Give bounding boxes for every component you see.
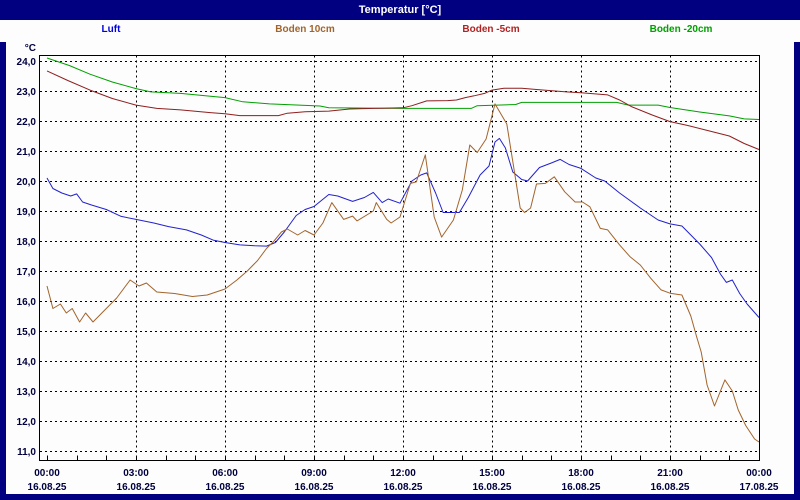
y-tick-label: 23,0 — [17, 87, 37, 98]
x-tick-time-label: 00:00 — [746, 468, 772, 479]
y-tick-label: 20,0 — [17, 177, 37, 188]
y-tick-label: 21,0 — [17, 147, 37, 158]
x-tick-time-label: 09:00 — [301, 468, 327, 479]
x-tick-date-label: 16.08.25 — [295, 482, 334, 493]
x-tick-date-label: 16.08.25 — [28, 482, 67, 493]
y-tick-label: 24,0 — [17, 57, 37, 68]
chart-panel — [6, 42, 794, 494]
legend: Luft Boden 10cm Boden -5cm Boden -20cm — [0, 20, 800, 42]
x-tick-date-label: 16.08.25 — [206, 482, 245, 493]
x-tick-date-label: 16.08.25 — [117, 482, 156, 493]
x-tick-date-label: 16.08.25 — [384, 482, 423, 493]
x-tick-time-label: 06:00 — [212, 468, 238, 479]
x-tick-date-label: 16.08.25 — [651, 482, 690, 493]
y-tick-label: 12,0 — [17, 417, 37, 428]
y-tick-label: 18,0 — [17, 237, 37, 248]
x-tick-time-label: 03:00 — [123, 468, 149, 479]
legend-item-boden-m5cm: Boden -5cm — [462, 24, 520, 35]
legend-item-luft: Luft — [101, 24, 121, 35]
y-tick-label: 15,0 — [17, 327, 37, 338]
x-tick-date-label: 16.08.25 — [473, 482, 512, 493]
y-tick-label: 16,0 — [17, 297, 37, 308]
y-tick-label: 22,0 — [17, 117, 37, 128]
legend-item-boden-10cm: Boden 10cm — [275, 24, 335, 35]
x-tick-date-label: 16.08.25 — [562, 482, 601, 493]
y-tick-label: 14,0 — [17, 357, 37, 368]
y-tick-label: 17,0 — [17, 267, 37, 278]
y-tick-label: 11,0 — [17, 447, 36, 458]
y-tick-label: 19,0 — [17, 207, 37, 218]
x-tick-time-label: 00:00 — [34, 468, 60, 479]
y-tick-label: 13,0 — [17, 387, 37, 398]
series-line-boden-5cm — [46, 70, 760, 150]
chart-title: Temperatur [°C] — [358, 4, 442, 16]
title-bar: Temperatur [°C] — [0, 0, 800, 20]
series-line-luft — [46, 137, 760, 318]
legend-item-boden-m20cm: Boden -20cm — [649, 24, 713, 35]
x-tick-time-label: 12:00 — [390, 468, 416, 479]
x-tick-time-label: 21:00 — [657, 468, 683, 479]
y-axis-unit-label: °C — [25, 43, 36, 54]
x-tick-date-label: 17.08.25 — [740, 482, 779, 493]
plot-border — [39, 55, 760, 461]
series-line-boden-10cm — [46, 103, 760, 443]
x-tick-time-label: 18:00 — [568, 468, 594, 479]
x-tick-time-label: 15:00 — [479, 468, 505, 479]
